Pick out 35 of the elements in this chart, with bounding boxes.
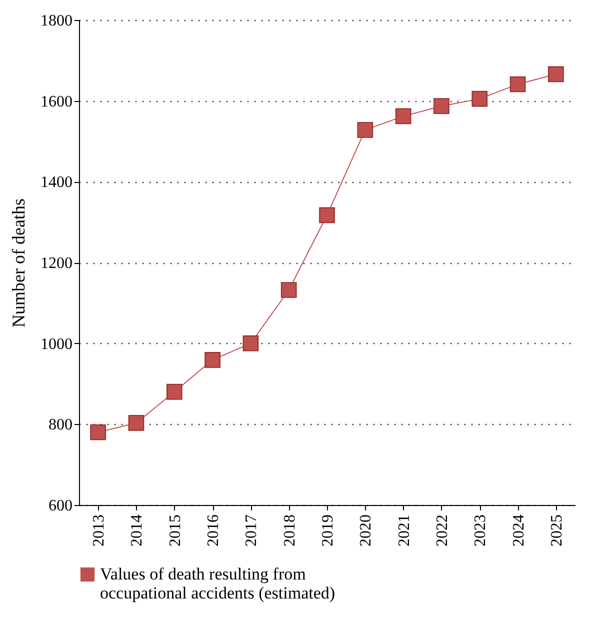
x-tick-label: 2013 [90,514,108,546]
point [166,384,182,400]
point [204,352,220,368]
y-axis-title: Number of deaths [8,198,28,328]
point [357,122,374,138]
x-tick-label: 2024 [510,514,528,546]
point [472,90,488,107]
point [242,335,259,352]
x-tick-label: 2022 [434,514,451,546]
point [434,98,450,114]
y-tick-label: 1800 [40,12,72,30]
x-tick-label: 2020 [358,514,375,546]
point [128,415,144,431]
y-tick-label: 800 [48,416,72,434]
x-tick-label: 2018 [281,514,298,546]
y-tick-label: 1400 [40,174,72,192]
point [280,282,297,298]
x-tick-label: 2017 [243,514,260,546]
x-tick-label: 2015 [166,514,184,546]
y-tick-label: 1000 [40,336,72,353]
y-tick-label: 1600 [40,93,72,110]
x-tick-label: 2019 [320,514,336,546]
legend-label: Values of death resulting from occupational accidents (estimated) [100,564,336,602]
point [510,76,526,92]
point [90,424,106,440]
point [548,66,564,82]
x-tick-label: 2021 [396,514,413,546]
y-tick-label: 600 [48,498,72,514]
point [319,207,335,224]
y-tick-label: 1200 [40,255,72,272]
x-tick-label: 2023 [472,514,490,546]
x-tick-label: 2014 [128,514,146,546]
x-tick-label: 2025 [548,514,566,546]
x-tick-label: 2016 [205,514,222,546]
point [395,108,412,124]
